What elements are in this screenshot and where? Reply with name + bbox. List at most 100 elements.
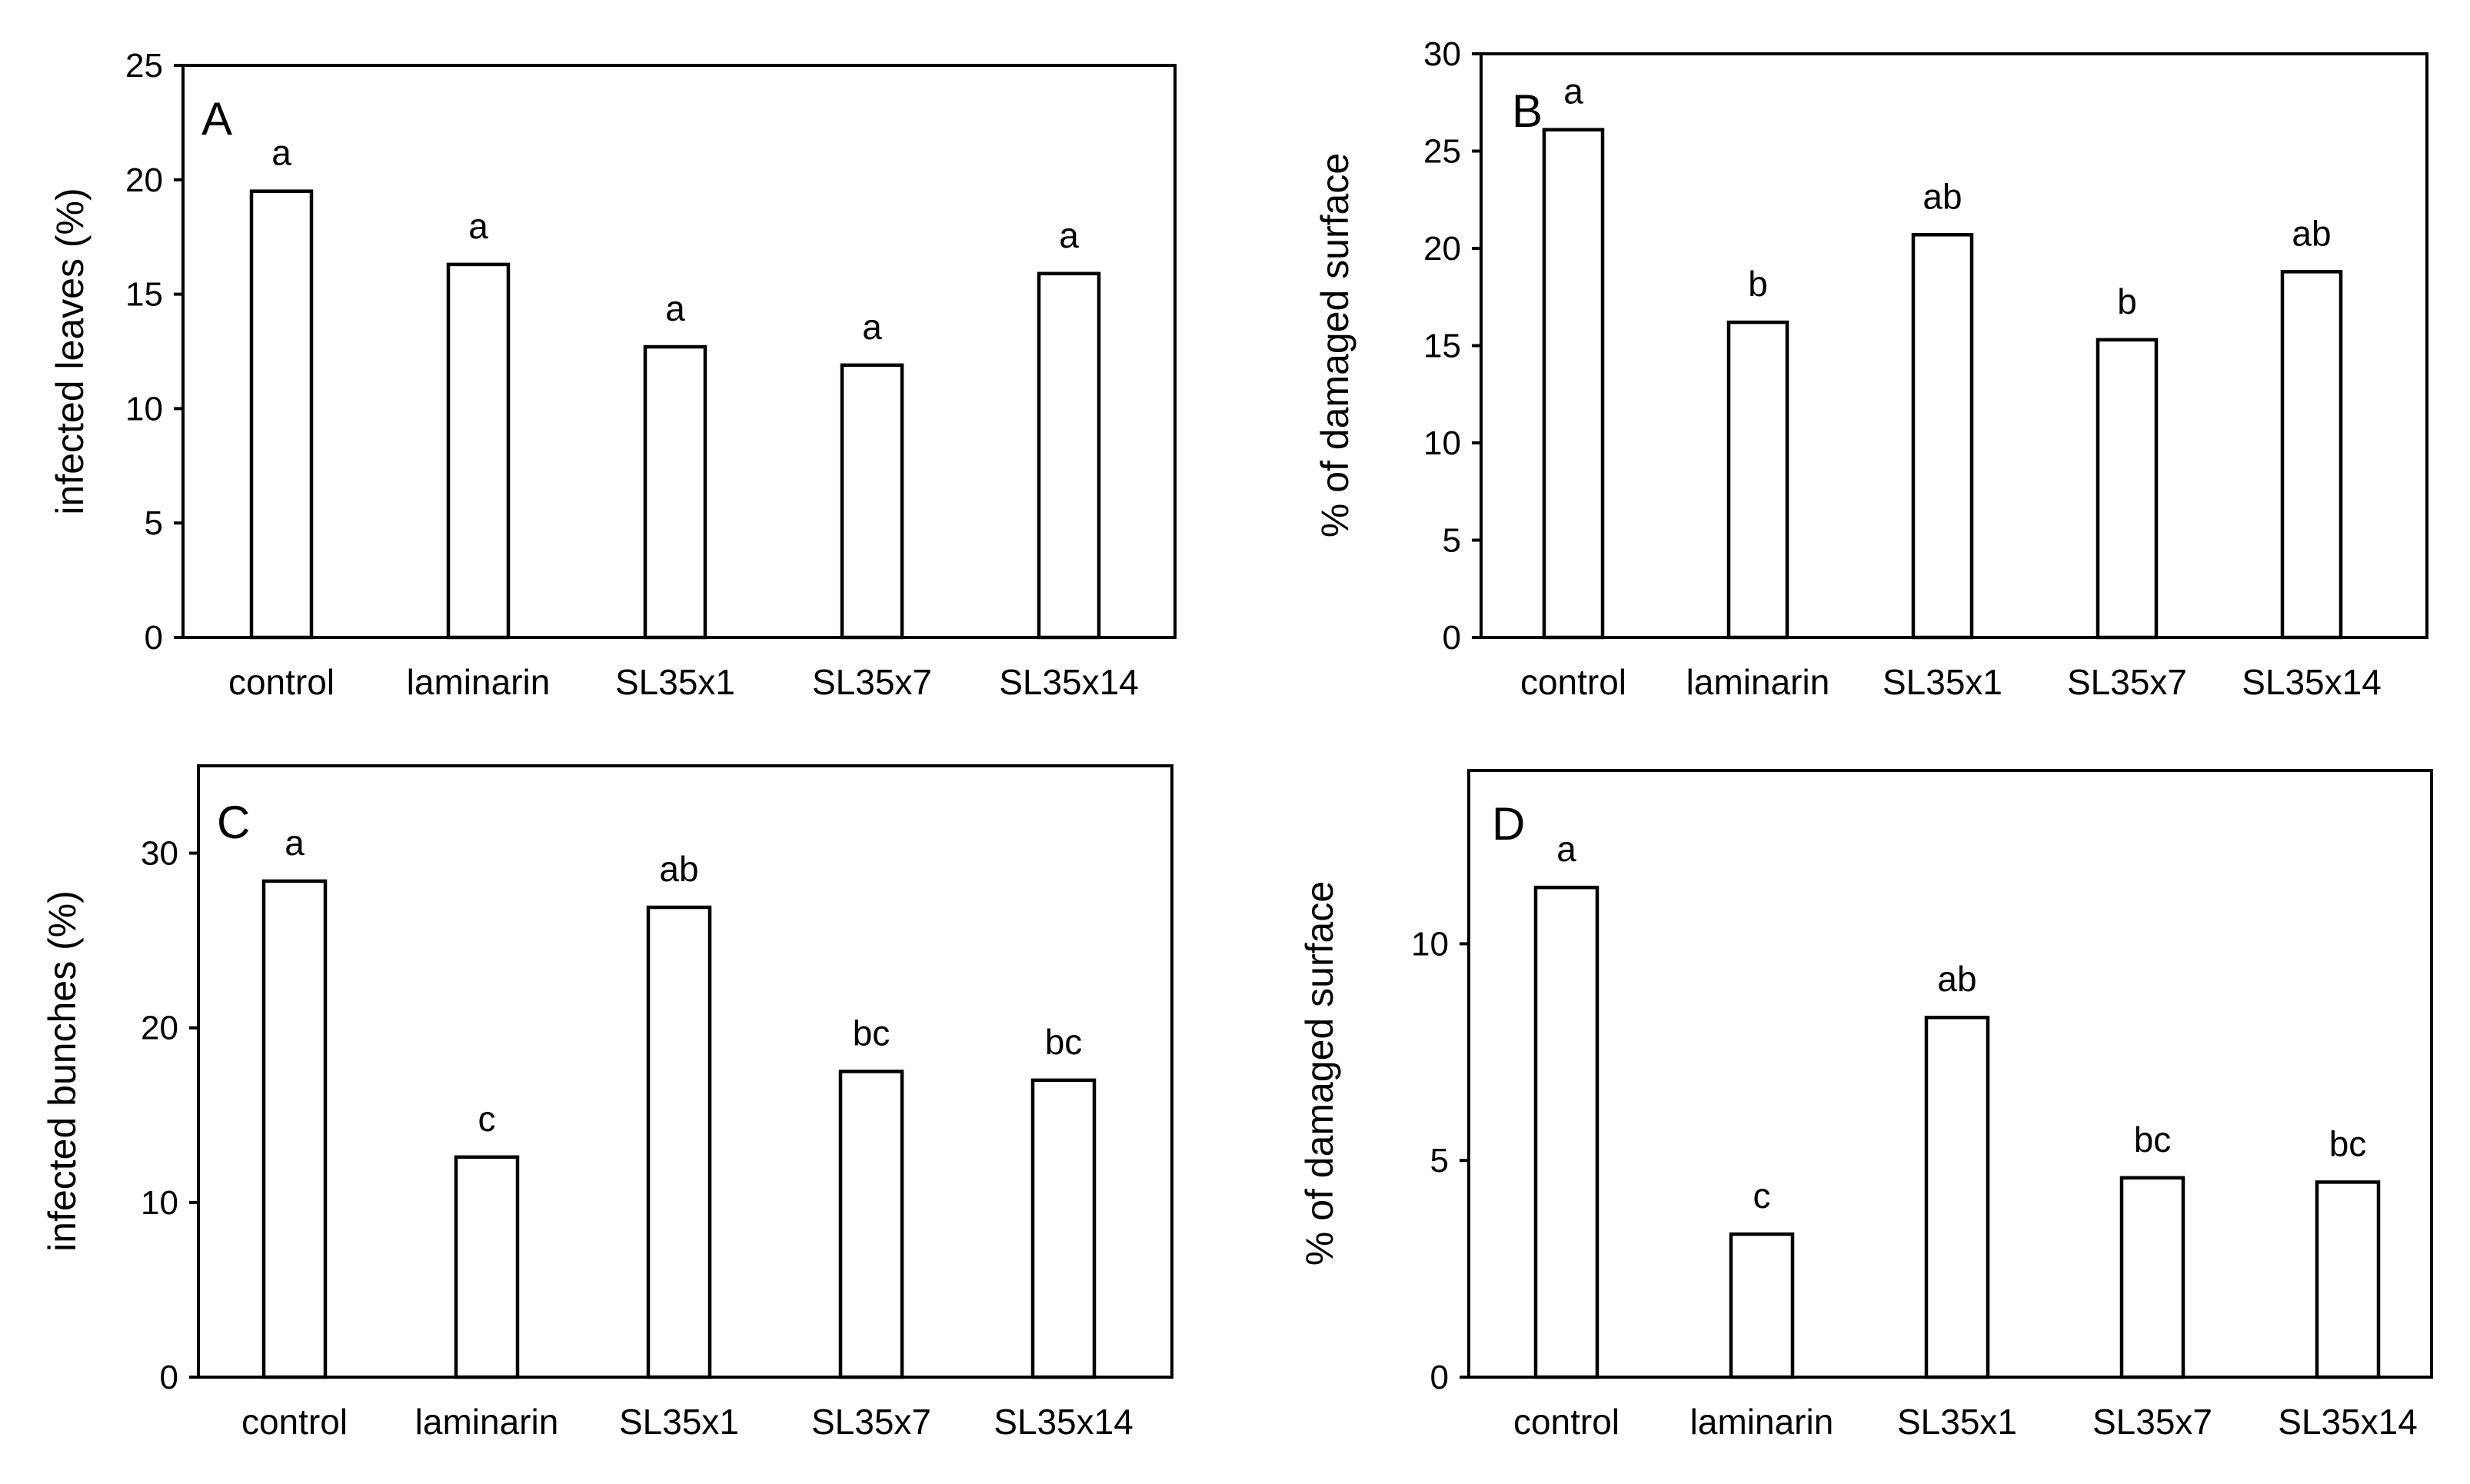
bar-SL35x1 <box>1911 233 1974 640</box>
bar-laminarin <box>454 1155 520 1379</box>
significance-label: c <box>478 1099 496 1139</box>
y-tick-label: 0 <box>1443 619 1461 657</box>
x-category-label: laminarin <box>407 662 551 702</box>
y-tick-label: 5 <box>145 504 163 542</box>
y-ticks: 0 10 20 30 <box>141 835 198 1396</box>
significance-label: b <box>1748 264 1768 304</box>
significance-label: ab <box>1922 176 1962 216</box>
bar-laminarin <box>446 262 511 640</box>
significance-label: ab <box>659 849 698 889</box>
x-category-label: SL35x14 <box>994 1402 1133 1442</box>
x-category-label: SL35x1 <box>615 662 735 702</box>
y-tick-label: 15 <box>1423 328 1461 365</box>
x-category-label: laminarin <box>1686 662 1830 702</box>
y-tick-label: 20 <box>1423 230 1461 268</box>
bar-SL35x1 <box>643 344 707 640</box>
y-axis-label: infected leaves (%) <box>48 188 92 514</box>
significance-label: a <box>665 288 685 328</box>
bar-SL35x7 <box>838 1070 904 1379</box>
x-category-label: SL35x7 <box>2092 1402 2212 1442</box>
x-category-label: SL35x1 <box>1897 1402 2017 1442</box>
bar-laminarin <box>1729 1232 1795 1379</box>
y-tick-label: 0 <box>1430 1359 1449 1396</box>
significance-label: a <box>285 823 305 863</box>
chart-panel-b: B % of damaged surface 0 5 10 15 20 25 30 a con… <box>1313 35 2428 702</box>
y-tick-label: 15 <box>125 276 163 314</box>
bar-SL35x1 <box>1924 1015 1990 1379</box>
significance-label: a <box>271 133 291 173</box>
x-category-label: SL35x14 <box>2242 662 2382 702</box>
y-tick-label: 10 <box>1423 424 1461 462</box>
x-category-label: SL35x14 <box>2278 1402 2418 1442</box>
significance-label: ab <box>1937 959 1976 999</box>
significance-label: ab <box>2292 213 2331 253</box>
significance-label: a <box>1556 829 1576 869</box>
y-tick-label: 10 <box>1411 925 1449 963</box>
y-axis-label: % of damaged surface <box>1313 153 1357 537</box>
y-ticks: 0 5 10 <box>1411 925 1469 1396</box>
x-category-label: control <box>241 1402 348 1442</box>
bar-SL35x7 <box>2096 338 2159 640</box>
x-category-label: SL35x14 <box>999 662 1139 702</box>
bar-control <box>249 189 314 640</box>
bar-SL35x1 <box>646 905 712 1379</box>
bar-SL35x14 <box>1037 271 1101 640</box>
bar-SL35x14 <box>2280 270 2343 640</box>
x-category-label: SL35x7 <box>2067 662 2187 702</box>
y-tick-label: 30 <box>141 835 178 873</box>
y-ticks: 0 5 10 15 20 25 <box>125 47 183 657</box>
bars: a control c laminarin ab SL35x1 bc SL35x7 bc SL35… <box>1513 829 2418 1442</box>
chart-panel-a: A infected leaves (%) 0 5 10 15 20 25 a contro… <box>48 47 1177 702</box>
significance-label: a <box>862 307 882 347</box>
x-category-label: control <box>228 662 335 702</box>
y-tick-label: 5 <box>1430 1142 1449 1180</box>
bar-SL35x7 <box>2119 1176 2185 1379</box>
chart-panel-d: D % of damaged surface 0 5 10 a control c lam… <box>1298 769 2433 1442</box>
significance-label: a <box>1563 72 1583 111</box>
bar-control <box>1533 885 1600 1379</box>
x-category-label: SL35x1 <box>1882 662 2002 702</box>
x-category-label: SL35x1 <box>619 1402 739 1442</box>
chart-panel-c: C infected bunches (%) 0 10 20 30 a control c… <box>41 764 1173 1442</box>
significance-label: bc <box>1045 1022 1083 1062</box>
significance-label: b <box>2117 281 2137 321</box>
bar-SL35x14 <box>2315 1180 2381 1379</box>
y-tick-label: 20 <box>141 1010 178 1047</box>
significance-label: bc <box>2329 1123 2367 1163</box>
bars: a control b laminarin ab SL35x1 b SL35x7 ab SL35x… <box>1520 72 2382 702</box>
y-tick-label: 10 <box>141 1184 178 1222</box>
bars: a control a laminarin a SL35x1 a SL35x7 a SL35x14 <box>228 133 1139 702</box>
bar-control <box>1542 128 1605 640</box>
y-tick-label: 20 <box>125 161 163 199</box>
panel-letter: B <box>1512 85 1543 137</box>
panel-letter: D <box>1492 798 1525 850</box>
significance-label: c <box>1753 1176 1771 1216</box>
y-tick-label: 25 <box>125 47 163 85</box>
y-tick-label: 0 <box>145 619 163 657</box>
bar-SL35x14 <box>1030 1078 1097 1379</box>
x-category-label: laminarin <box>1690 1402 1834 1442</box>
y-axis-label: % of damaged surface <box>1298 881 1341 1266</box>
panel-letter: C <box>217 797 250 848</box>
significance-label: bc <box>2134 1120 2172 1160</box>
y-tick-label: 25 <box>1423 133 1461 171</box>
y-tick-label: 5 <box>1443 522 1461 560</box>
panel-letter: A <box>201 93 232 145</box>
y-tick-label: 30 <box>1423 35 1461 73</box>
significance-label: a <box>468 206 488 246</box>
y-tick-label: 0 <box>160 1359 178 1396</box>
significance-label: a <box>1059 215 1079 255</box>
bar-laminarin <box>1726 320 1789 640</box>
y-axis-label: infected bunches (%) <box>41 890 84 1252</box>
x-category-label: laminarin <box>415 1402 559 1442</box>
x-category-label: control <box>1520 662 1626 702</box>
y-tick-label: 10 <box>125 390 163 428</box>
x-category-label: control <box>1513 1402 1619 1442</box>
bar-SL35x7 <box>840 363 904 640</box>
x-category-label: SL35x7 <box>811 1402 931 1442</box>
y-ticks: 0 5 10 15 20 25 30 <box>1423 35 1481 657</box>
bar-control <box>261 879 328 1379</box>
bars: a control c laminarin ab SL35x1 bc SL35x7 bc SL35… <box>241 823 1133 1442</box>
significance-label: bc <box>853 1013 890 1053</box>
